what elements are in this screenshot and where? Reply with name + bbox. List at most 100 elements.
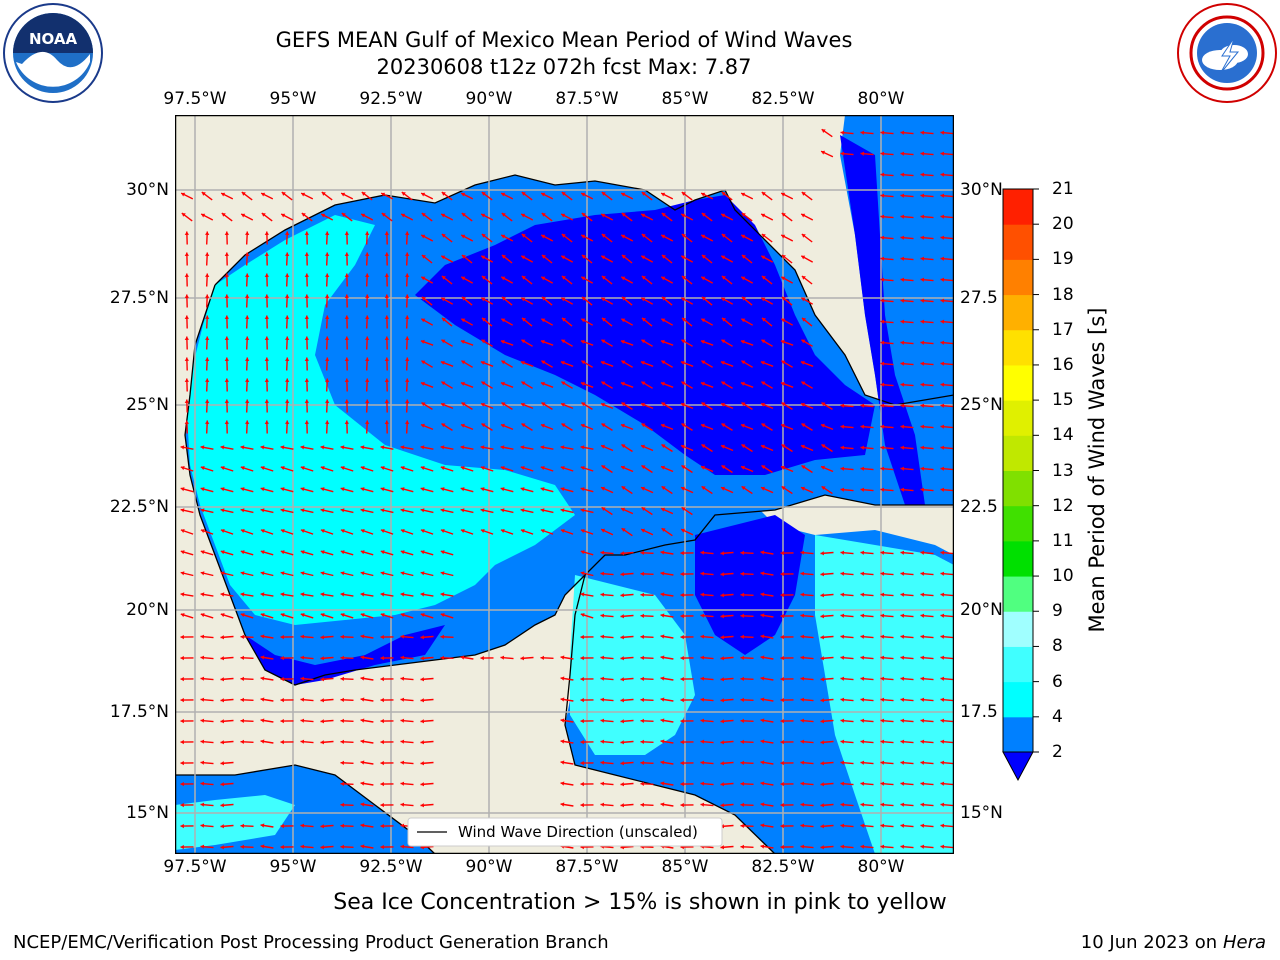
wind-arrow bbox=[940, 844, 954, 849]
wind-arrow bbox=[660, 592, 674, 597]
wind-arrow bbox=[720, 698, 734, 703]
wind-arrow bbox=[420, 592, 434, 597]
wind-arrow bbox=[800, 781, 814, 786]
wind-arrow bbox=[221, 212, 233, 222]
wind-arrow bbox=[920, 319, 934, 324]
wind-arrow bbox=[801, 423, 813, 431]
colorbar-label: 2 bbox=[1052, 742, 1063, 762]
wind-arrow bbox=[720, 761, 734, 766]
wind-arrow bbox=[920, 823, 934, 828]
wind-arrow bbox=[800, 823, 814, 828]
wind-arrow bbox=[621, 402, 633, 410]
wind-arrow bbox=[720, 740, 734, 745]
wind-arrow bbox=[840, 424, 854, 429]
wind-arrow bbox=[700, 592, 714, 597]
wind-arrow bbox=[340, 634, 354, 639]
wind-arrow bbox=[900, 550, 914, 555]
wind-arrow bbox=[540, 318, 554, 326]
noaa-logo-text: NOAA bbox=[29, 30, 78, 48]
wind-arrow bbox=[800, 297, 814, 305]
wind-arrow bbox=[920, 592, 934, 597]
wind-arrow bbox=[340, 739, 354, 744]
lon-tick-bottom: 97.5°W bbox=[163, 857, 227, 877]
wind-arrow bbox=[880, 130, 894, 135]
colorbar-label: 14 bbox=[1052, 425, 1074, 446]
wind-arrow bbox=[500, 192, 514, 200]
wind-arrow bbox=[540, 423, 554, 431]
colorbar-extend-triangle bbox=[1002, 751, 1034, 782]
wind-arrow bbox=[461, 254, 473, 264]
wind-arrow bbox=[840, 655, 854, 660]
wind-arrow bbox=[184, 294, 189, 308]
wind-arrow bbox=[280, 592, 294, 597]
wind-arrow bbox=[280, 655, 294, 661]
wind-arrow bbox=[340, 487, 354, 493]
wind-arrow bbox=[681, 464, 693, 474]
wind-arrow bbox=[720, 803, 734, 808]
wind-arrow bbox=[820, 423, 834, 431]
wind-arrow bbox=[920, 487, 934, 492]
wind-arrow bbox=[304, 420, 309, 434]
lat-tick-left: 17.5°N bbox=[109, 702, 169, 722]
wind-arrow bbox=[300, 445, 314, 450]
wind-arrow bbox=[440, 613, 454, 619]
wind-arrow bbox=[801, 381, 813, 389]
wind-arrow bbox=[660, 655, 674, 660]
wind-arrow bbox=[820, 551, 834, 556]
wind-arrow bbox=[500, 508, 514, 514]
wind-arrow bbox=[440, 487, 454, 493]
lon-tick-top: 90°W bbox=[465, 89, 513, 109]
colorbar-label: 20 bbox=[1052, 214, 1074, 235]
wind-arrow bbox=[780, 676, 794, 682]
wind-arrow bbox=[601, 191, 613, 201]
wind-arrow bbox=[840, 697, 854, 702]
wind-arrow bbox=[820, 635, 834, 640]
wind-arrow bbox=[900, 571, 914, 576]
wind-arrow bbox=[940, 781, 954, 786]
wind-arrow bbox=[304, 273, 309, 287]
wind-arrow bbox=[660, 192, 674, 200]
wind-arrow bbox=[400, 529, 414, 535]
wind-arrow bbox=[400, 508, 414, 514]
wind-arrow bbox=[320, 213, 334, 221]
wind-arrow bbox=[480, 487, 494, 493]
wind-arrow bbox=[720, 677, 734, 682]
wind-arrow bbox=[260, 508, 274, 514]
wind-arrow bbox=[321, 191, 333, 201]
wind-arrow bbox=[260, 466, 274, 472]
colorbar-segment bbox=[1003, 400, 1033, 436]
wind-arrow bbox=[601, 381, 613, 389]
wind-arrow bbox=[840, 613, 854, 618]
wind-arrow bbox=[641, 191, 653, 201]
wind-arrow bbox=[360, 592, 374, 597]
wind-arrow bbox=[601, 339, 613, 347]
wind-arrow bbox=[801, 233, 813, 243]
wind-arrow bbox=[940, 466, 954, 471]
wind-arrow bbox=[940, 634, 954, 639]
wind-arrow bbox=[800, 402, 814, 410]
wind-arrow bbox=[304, 357, 309, 371]
wind-arrow bbox=[260, 571, 274, 577]
wind-arrow bbox=[344, 357, 349, 371]
wind-arrow bbox=[620, 339, 634, 346]
wind-arrow bbox=[880, 802, 894, 807]
wind-arrow bbox=[880, 277, 894, 282]
wind-arrow bbox=[781, 212, 793, 222]
colorbar-segment bbox=[1003, 259, 1033, 296]
direction-legend: Wind Wave Direction (unscaled) bbox=[407, 817, 723, 847]
wind-arrow bbox=[640, 360, 654, 367]
wind-arrow bbox=[720, 614, 734, 619]
wind-arrow bbox=[580, 466, 594, 472]
wind-arrow bbox=[461, 402, 473, 410]
wind-arrow bbox=[220, 487, 234, 493]
wind-arrow bbox=[240, 445, 254, 450]
wind-arrow bbox=[720, 656, 734, 661]
wind-arrow bbox=[540, 445, 554, 450]
wind-arrow bbox=[900, 130, 914, 135]
wind-arrow bbox=[620, 593, 634, 598]
wind-arrow bbox=[260, 550, 274, 556]
wind-arrow bbox=[800, 760, 814, 765]
wind-arrow bbox=[900, 319, 914, 324]
wind-arrow bbox=[740, 339, 754, 346]
wind-arrow bbox=[601, 233, 613, 243]
